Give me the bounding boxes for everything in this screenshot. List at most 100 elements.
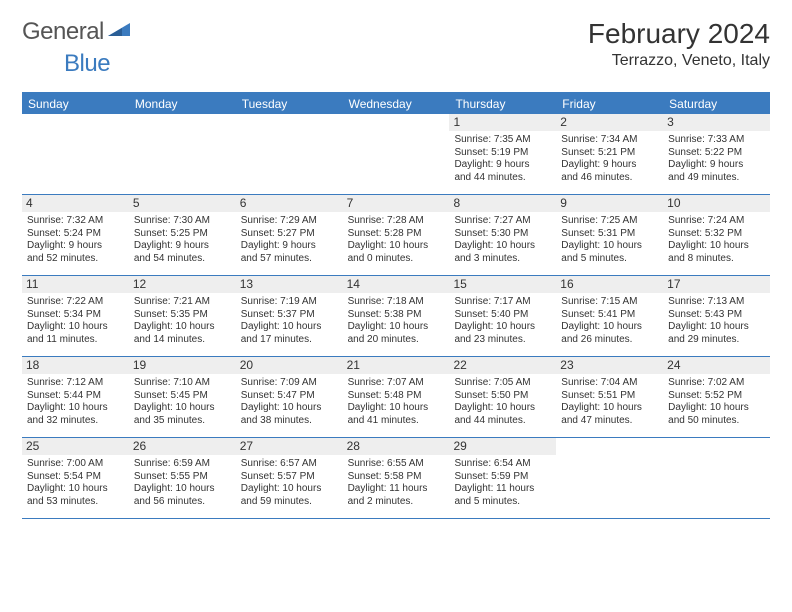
daylight-line-1: Daylight: 10 hours xyxy=(454,240,551,253)
daylight-line-2: and 23 minutes. xyxy=(454,334,551,347)
daylight-line-1: Daylight: 10 hours xyxy=(348,321,445,334)
dow-thursday: Thursday xyxy=(449,94,556,114)
dow-monday: Monday xyxy=(129,94,236,114)
day-cell: 16Sunrise: 7:15 AMSunset: 5:41 PMDayligh… xyxy=(556,276,663,356)
daylight-line-1: Daylight: 10 hours xyxy=(134,402,231,415)
day-cell: 23Sunrise: 7:04 AMSunset: 5:51 PMDayligh… xyxy=(556,357,663,437)
sunset-text: Sunset: 5:40 PM xyxy=(454,309,551,322)
day-number xyxy=(236,114,343,131)
daylight-line-2: and 56 minutes. xyxy=(134,496,231,509)
sunrise-text: Sunrise: 6:55 AM xyxy=(348,458,445,471)
day-cell: 7Sunrise: 7:28 AMSunset: 5:28 PMDaylight… xyxy=(343,195,450,275)
daylight-line-1: Daylight: 10 hours xyxy=(134,321,231,334)
sunrise-text: Sunrise: 7:07 AM xyxy=(348,377,445,390)
daylight-line-2: and 32 minutes. xyxy=(27,415,124,428)
sunrise-text: Sunrise: 7:27 AM xyxy=(454,215,551,228)
daylight-line-1: Daylight: 9 hours xyxy=(134,240,231,253)
daylight-line-2: and 57 minutes. xyxy=(241,253,338,266)
day-number: 12 xyxy=(129,276,236,293)
sunrise-text: Sunrise: 7:18 AM xyxy=(348,296,445,309)
daylight-line-2: and 5 minutes. xyxy=(454,496,551,509)
day-cell: 10Sunrise: 7:24 AMSunset: 5:32 PMDayligh… xyxy=(663,195,770,275)
sunrise-text: Sunrise: 7:15 AM xyxy=(561,296,658,309)
sunrise-text: Sunrise: 6:57 AM xyxy=(241,458,338,471)
daylight-line-2: and 49 minutes. xyxy=(668,172,765,185)
daylight-line-1: Daylight: 11 hours xyxy=(454,483,551,496)
daylight-line-1: Daylight: 9 hours xyxy=(454,159,551,172)
day-number: 19 xyxy=(129,357,236,374)
daylight-line-2: and 5 minutes. xyxy=(561,253,658,266)
day-number: 27 xyxy=(236,438,343,455)
daylight-line-2: and 38 minutes. xyxy=(241,415,338,428)
day-cell: 11Sunrise: 7:22 AMSunset: 5:34 PMDayligh… xyxy=(22,276,129,356)
daylight-line-2: and 50 minutes. xyxy=(668,415,765,428)
daylight-line-2: and 3 minutes. xyxy=(454,253,551,266)
day-number: 17 xyxy=(663,276,770,293)
sunrise-text: Sunrise: 7:28 AM xyxy=(348,215,445,228)
day-cell xyxy=(22,114,129,194)
day-number: 14 xyxy=(343,276,450,293)
day-number: 21 xyxy=(343,357,450,374)
day-number: 16 xyxy=(556,276,663,293)
day-cell: 15Sunrise: 7:17 AMSunset: 5:40 PMDayligh… xyxy=(449,276,556,356)
sunset-text: Sunset: 5:35 PM xyxy=(134,309,231,322)
week-row: 18Sunrise: 7:12 AMSunset: 5:44 PMDayligh… xyxy=(22,357,770,438)
sunrise-text: Sunrise: 7:17 AM xyxy=(454,296,551,309)
day-cell: 14 Sunrise: 7:18 AMSunset: 5:38 PMDayligh… xyxy=(343,276,450,356)
daylight-line-1: Daylight: 10 hours xyxy=(348,240,445,253)
daylight-line-2: and 8 minutes. xyxy=(668,253,765,266)
daylight-line-2: and 17 minutes. xyxy=(241,334,338,347)
daylight-line-1: Daylight: 9 hours xyxy=(27,240,124,253)
day-number: 20 xyxy=(236,357,343,374)
daylight-line-2: and 41 minutes. xyxy=(348,415,445,428)
sunrise-text: Sunrise: 7:22 AM xyxy=(27,296,124,309)
day-cell: 25Sunrise: 7:00 AMSunset: 5:54 PMDayligh… xyxy=(22,438,129,518)
daylight-line-1: Daylight: 10 hours xyxy=(561,402,658,415)
day-number xyxy=(663,438,770,455)
sunset-text: Sunset: 5:21 PM xyxy=(561,147,658,160)
day-cell: 3Sunrise: 7:33 AMSunset: 5:22 PMDaylight… xyxy=(663,114,770,194)
day-number: 11 xyxy=(22,276,129,293)
day-cell: 12 Sunrise: 7:21 AMSunset: 5:35 PMDayligh… xyxy=(129,276,236,356)
daylight-line-1: Daylight: 9 hours xyxy=(668,159,765,172)
day-number xyxy=(22,114,129,131)
sunrise-text: Sunrise: 7:24 AM xyxy=(668,215,765,228)
day-number: 13 xyxy=(236,276,343,293)
day-number: 6 xyxy=(236,195,343,212)
sunrise-text: Sunrise: 7:13 AM xyxy=(668,296,765,309)
sunrise-text: Sunrise: 7:32 AM xyxy=(27,215,124,228)
daylight-line-2: and 14 minutes. xyxy=(134,334,231,347)
sunrise-text: Sunrise: 7:21 AM xyxy=(134,296,231,309)
day-number: 4 xyxy=(22,195,129,212)
day-number: 25 xyxy=(22,438,129,455)
day-number: 22 xyxy=(449,357,556,374)
day-number: 29 xyxy=(449,438,556,455)
sunset-text: Sunset: 5:19 PM xyxy=(454,147,551,160)
daylight-line-1: Daylight: 10 hours xyxy=(134,483,231,496)
daylight-line-1: Daylight: 10 hours xyxy=(241,483,338,496)
day-number: 24 xyxy=(663,357,770,374)
day-cell: 27Sunrise: 6:57 AMSunset: 5:57 PMDayligh… xyxy=(236,438,343,518)
daylight-line-2: and 26 minutes. xyxy=(561,334,658,347)
day-cell: 18Sunrise: 7:12 AMSunset: 5:44 PMDayligh… xyxy=(22,357,129,437)
logo-triangle-icon xyxy=(108,23,130,39)
sunrise-text: Sunrise: 7:19 AM xyxy=(241,296,338,309)
sunset-text: Sunset: 5:25 PM xyxy=(134,228,231,241)
day-cell: 29Sunrise: 6:54 AMSunset: 5:59 PMDayligh… xyxy=(449,438,556,518)
day-cell xyxy=(236,114,343,194)
daylight-line-2: and 2 minutes. xyxy=(348,496,445,509)
daylight-line-1: Daylight: 10 hours xyxy=(348,402,445,415)
day-cell xyxy=(663,438,770,518)
daylight-line-1: Daylight: 10 hours xyxy=(454,402,551,415)
sunset-text: Sunset: 5:51 PM xyxy=(561,390,658,403)
sunset-text: Sunset: 5:32 PM xyxy=(668,228,765,241)
sunrise-text: Sunrise: 7:35 AM xyxy=(454,134,551,147)
sunset-text: Sunset: 5:38 PM xyxy=(348,309,445,322)
dow-wednesday: Wednesday xyxy=(343,94,450,114)
day-cell xyxy=(556,438,663,518)
day-number: 15 xyxy=(449,276,556,293)
day-cell: 4Sunrise: 7:32 AMSunset: 5:24 PMDaylight… xyxy=(22,195,129,275)
sunrise-text: Sunrise: 7:09 AM xyxy=(241,377,338,390)
day-number: 5 xyxy=(129,195,236,212)
day-cell: 17Sunrise: 7:13 AMSunset: 5:43 PMDayligh… xyxy=(663,276,770,356)
